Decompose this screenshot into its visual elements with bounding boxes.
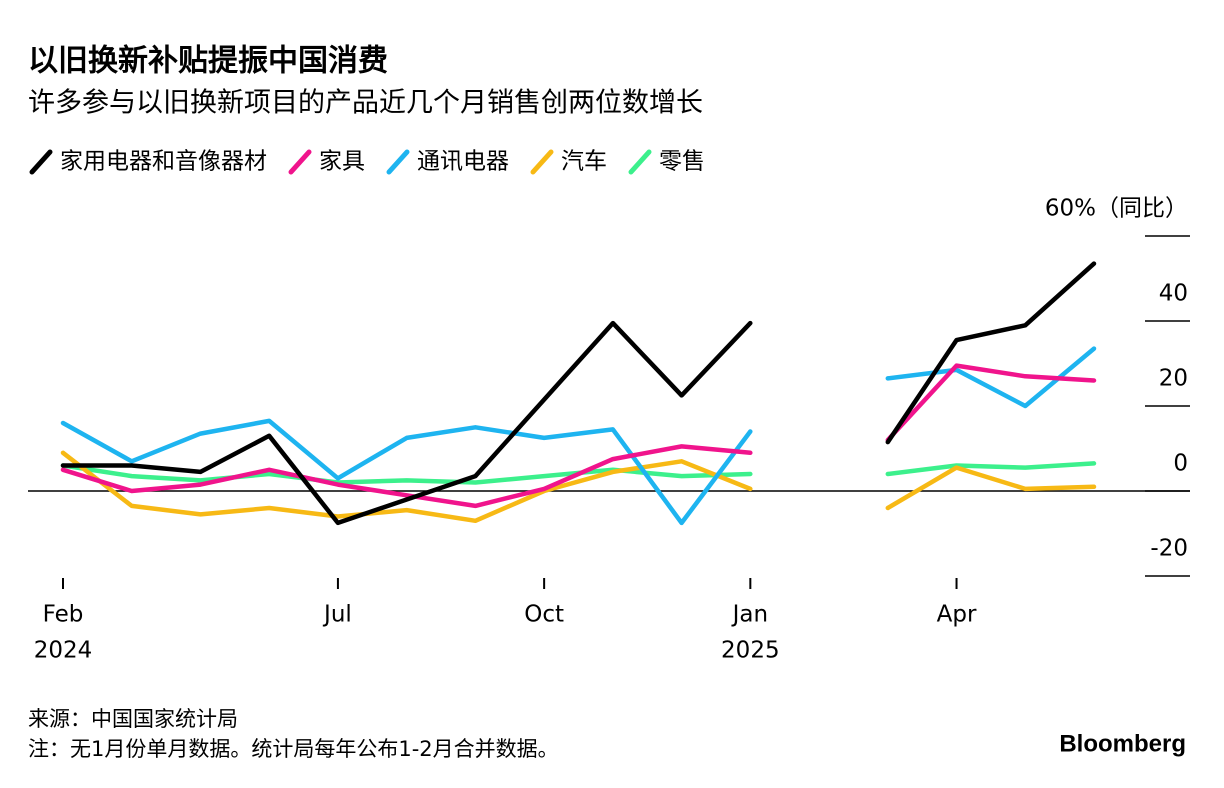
chart-title: 以旧换新补贴提振中国消费	[28, 44, 388, 79]
legend-swatch	[29, 149, 53, 175]
x-tick-label: Oct	[524, 602, 564, 628]
y-tick-label: -20	[1150, 536, 1188, 562]
legend-swatch	[386, 149, 410, 175]
series-line	[885, 461, 1097, 477]
legend-swatch	[288, 149, 312, 175]
x-tick-label: Apr	[937, 602, 977, 628]
series-line	[60, 450, 753, 524]
legend-label: 家具	[319, 149, 365, 175]
series-line	[60, 320, 753, 526]
x-tick-label: Jan	[731, 602, 768, 628]
series-line	[60, 444, 753, 509]
note: 注：无1月份单月数据。统计局每年公布1-2月合并数据。	[28, 737, 559, 761]
chart-subtitle: 许多参与以旧换新项目的产品近几个月销售创两位数增长	[28, 88, 703, 119]
x-year-label: 2025	[721, 638, 780, 664]
x-tick-label: Jul	[322, 602, 352, 628]
legend-label: 零售	[659, 149, 705, 175]
series-line	[885, 363, 1097, 443]
y-tick-label: 0	[1173, 451, 1188, 477]
legend-label: 汽车	[561, 149, 607, 175]
legend-label: 家用电器和音像器材	[60, 149, 267, 175]
brand: Bloomberg	[1059, 730, 1186, 757]
y-tick-label: 60%（同比）	[1045, 196, 1188, 222]
legend-swatch	[628, 149, 652, 175]
series-line	[60, 463, 753, 485]
series-line	[885, 261, 1097, 445]
x-tick-label: Feb	[43, 602, 84, 628]
x-year-label: 2024	[34, 638, 93, 664]
series-line	[885, 465, 1097, 511]
y-tick-label: 20	[1159, 366, 1188, 392]
y-tick-label: 40	[1159, 281, 1188, 307]
series-line	[60, 418, 753, 526]
legend-label: 通讯电器	[417, 149, 509, 175]
source: 来源：中国国家统计局	[28, 707, 238, 731]
legend-swatch	[530, 149, 554, 175]
